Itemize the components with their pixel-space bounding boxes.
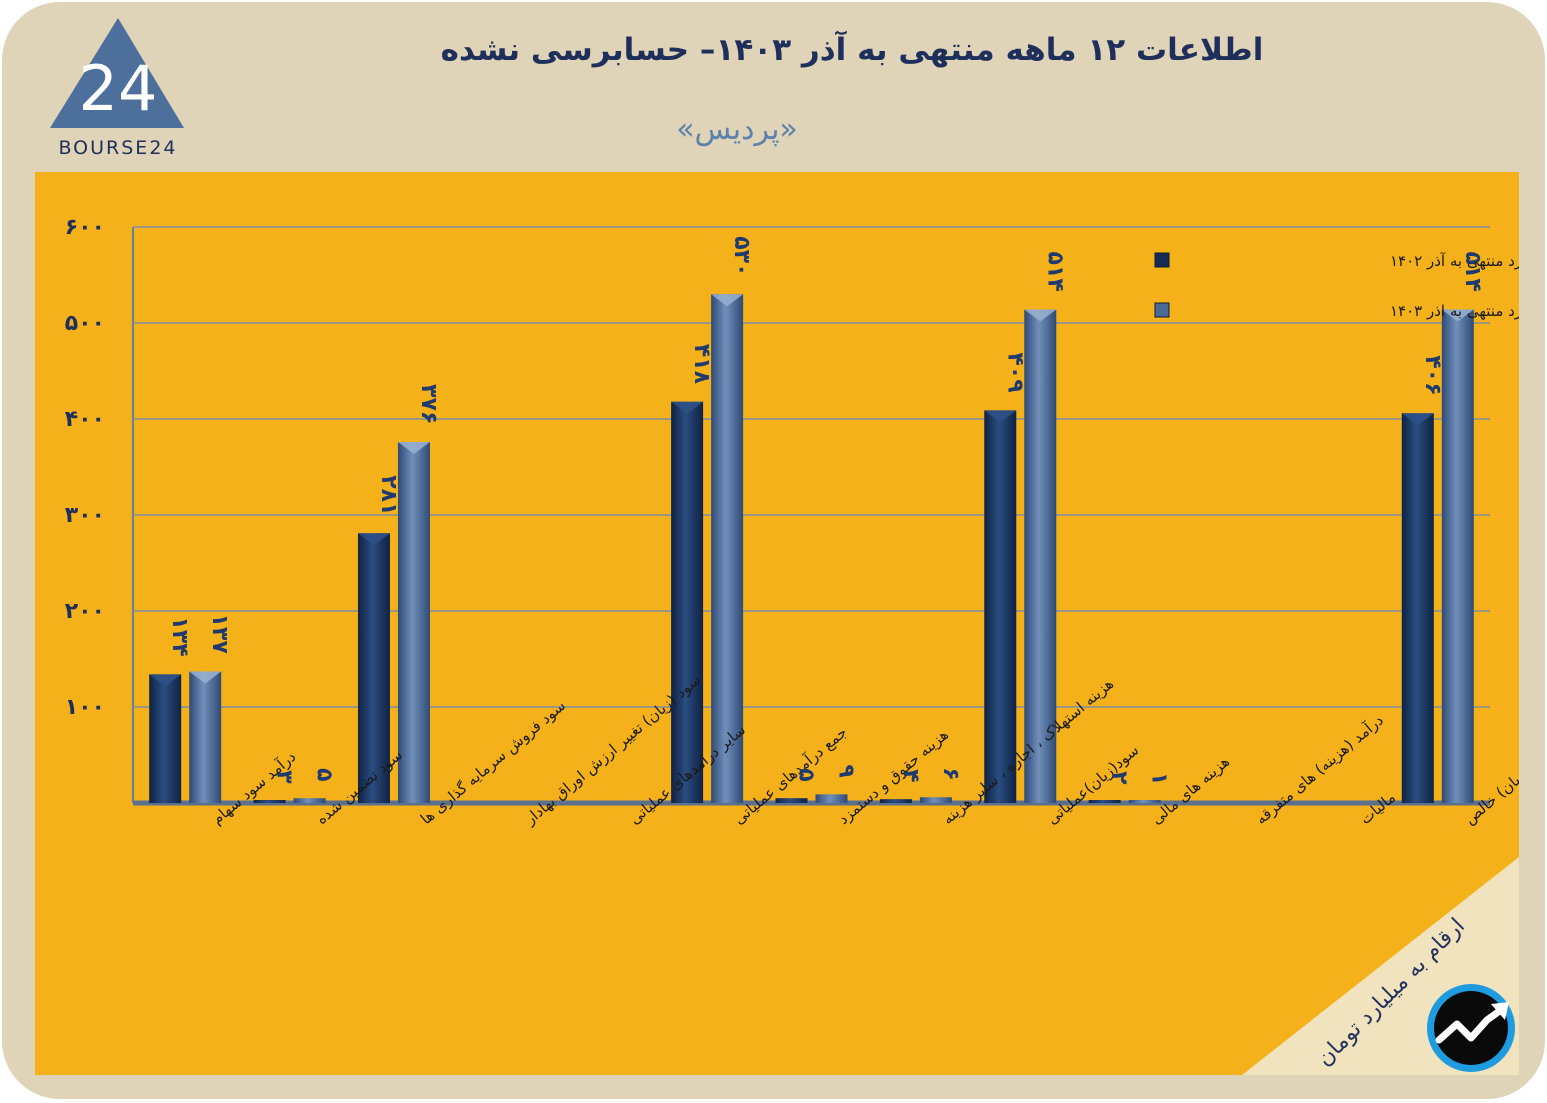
y-tick-label: ۴۰۰ [65, 407, 105, 432]
bar-cap [149, 674, 182, 687]
bar-1402 [879, 799, 912, 803]
bar-1402 [149, 674, 182, 803]
bar-cap [711, 294, 744, 307]
bar-1402 [775, 798, 808, 803]
bar-cap [1401, 413, 1434, 426]
x-category-label: هزینه های مالی [1148, 752, 1233, 828]
bar-1402 [1401, 413, 1434, 803]
bar-1402 [1088, 800, 1121, 803]
value-label: ۹ [834, 764, 859, 777]
bar-1403 [1128, 800, 1161, 803]
bar-1402 [253, 800, 286, 803]
value-label: ۵۱۴ [1460, 252, 1485, 292]
value-label: ۱ [1147, 772, 1172, 785]
value-label: ۵ [312, 768, 337, 781]
bar-1403 [293, 798, 326, 803]
bar-1403 [189, 671, 222, 803]
bar-1403 [919, 797, 952, 803]
bar-cap [671, 401, 704, 414]
bar-1403 [1441, 309, 1474, 803]
x-category-label: جمع درآمدهای عملیاتی [730, 723, 850, 828]
value-label: ۶ [938, 767, 963, 780]
bar-cap [189, 671, 222, 684]
bar-cap [984, 410, 1017, 423]
y-tick-label: ۶۰۰ [65, 215, 105, 240]
x-category-label: مالیات [1356, 788, 1399, 828]
y-tick-label: ۳۰۰ [65, 503, 105, 528]
y-tick-label: ۲۰۰ [65, 599, 105, 624]
y-tick-label: ۱۰۰ [65, 695, 105, 720]
bar-cap [1441, 309, 1474, 322]
bar-1403 [1024, 309, 1057, 803]
bar-cap [397, 442, 430, 455]
value-label: ۲۸۱ [376, 475, 401, 515]
company-subtitle: «پردیس» [676, 112, 798, 147]
value-label: ۱۳۷ [207, 613, 232, 654]
logo-text: BOURSE24 [58, 137, 177, 159]
bar-1402 [357, 533, 390, 803]
value-label: ۵۳۰ [729, 236, 754, 276]
bar-1403 [815, 794, 848, 803]
y-tick-label: ۵۰۰ [65, 311, 105, 336]
trend-up-icon [1427, 984, 1515, 1072]
value-label: ۵ [794, 768, 819, 781]
value-label: ۴۱۸ [689, 344, 714, 385]
page-title: اطلاعات ۱۲ ماهه منتهی به آذر ۱۴۰۳– حسابر… [440, 32, 1264, 68]
value-label: ۱۳۴ [167, 616, 192, 656]
bar-1402 [671, 401, 704, 803]
value-label: ۳۷۶ [416, 384, 441, 424]
bar-cap [357, 533, 390, 546]
x-category-label: درآمد سود سهام [208, 748, 299, 829]
bar-1403 [397, 442, 430, 803]
legend-swatch [1154, 252, 1170, 268]
bar-1402 [984, 410, 1017, 803]
legend-label: عملکرد منتهی به اذر ۱۴۰۳ [1390, 302, 1519, 320]
bar-1403 [711, 294, 744, 803]
value-label: ۴۰۶ [1420, 355, 1445, 395]
logo-numeral: 24 [79, 52, 158, 125]
value-label: ۳ [272, 770, 297, 784]
legend-swatch [1154, 302, 1170, 318]
legend-label: عملکرد منتهی به آذر ۱۴۰۲ [1390, 252, 1519, 270]
bourse24-logo: 24 BOURSE24 [50, 18, 184, 159]
value-label: ۴۰۹ [1002, 352, 1027, 392]
value-label: ۴ [898, 769, 923, 782]
value-label: ۵۱۴ [1042, 252, 1067, 292]
value-label: ۲ [1107, 771, 1132, 785]
bar-cap [1024, 309, 1057, 322]
chart-panel: ۱۰۰ ۲۰۰ ۳۰۰ ۴۰۰ ۵۰۰ ۶۰۰ ۱۳۴ ۱۳۷ درآمد سود سهام ۳… [35, 172, 1519, 1075]
